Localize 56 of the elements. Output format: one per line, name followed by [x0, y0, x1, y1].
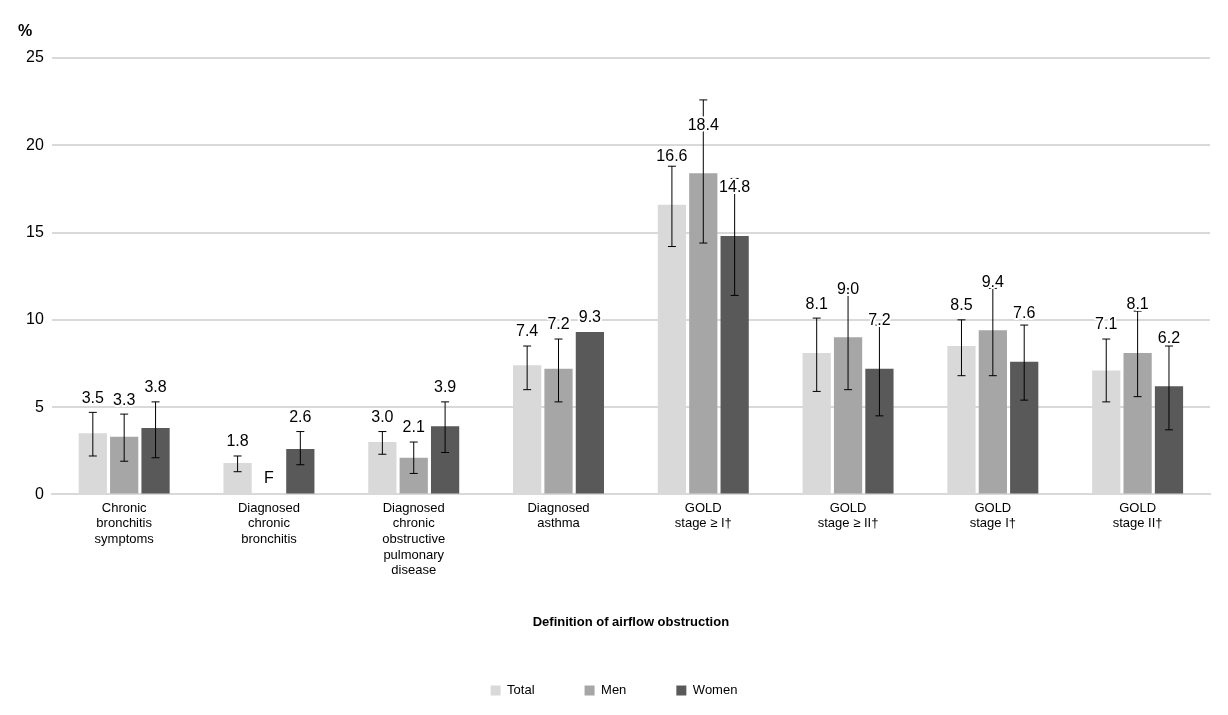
data-label: 16.6 [656, 147, 688, 165]
data-label: 7.4 [516, 322, 539, 340]
x-axis-title: Definition of airflow obstruction [532, 613, 730, 629]
x-tick-label: Diagnosed asthma [527, 499, 590, 531]
data-label: 7.2 [547, 315, 570, 333]
x-tick-label: Chronic bronchitis symptoms [94, 499, 155, 546]
data-label: 7.2 [868, 311, 891, 329]
data-label: 7.6 [1013, 304, 1036, 322]
bar [430, 426, 460, 494]
x-tick-label: Diagnosed chronic obstructive pulmonary disease [382, 499, 446, 578]
bar [399, 457, 428, 494]
y-tick-label: 10 [26, 310, 44, 328]
legend-label: Men [601, 682, 627, 698]
data-label: 9.3 [578, 308, 602, 326]
x-tick-label: GOLD stage ≥ I† [674, 499, 732, 531]
data-label: 6.2 [1157, 328, 1181, 346]
x-tick-label: Diagnosed chronic bronchitis [237, 499, 301, 546]
data-label: 8.1 [1126, 295, 1149, 313]
text: F [264, 468, 274, 486]
legend-label: Women [692, 682, 738, 698]
bar [689, 173, 718, 494]
bar [110, 436, 139, 494]
data-label: 7.1 [1095, 315, 1118, 333]
y-tick-label: 5 [34, 397, 44, 415]
y-axis-title: % [18, 22, 33, 40]
y-tick-label: 15 [26, 222, 44, 240]
x-tick-label: GOLD stage ≥ II† [817, 499, 879, 531]
data-label: 8.5 [950, 296, 973, 314]
bar [1154, 386, 1184, 494]
data-label: 3.5 [81, 388, 105, 406]
bar [1123, 353, 1152, 494]
bar [865, 368, 894, 494]
data-label: 8.1 [805, 295, 828, 313]
bar [575, 332, 604, 494]
bar [1010, 361, 1039, 494]
data-label: 9.4 [981, 272, 1005, 290]
data-label: 3.0 [371, 407, 394, 425]
bar [978, 330, 1007, 494]
bar [720, 236, 749, 494]
data-label: 9.0 [836, 279, 860, 297]
y-tick-label: 0 [34, 484, 44, 502]
data-label: 2.1 [402, 418, 425, 436]
y-tick-label: 20 [26, 135, 44, 153]
data-label: 2.6 [289, 407, 312, 425]
data-label: 3.9 [433, 378, 457, 396]
x-tick-label: GOLD stage I† [969, 499, 1016, 531]
bar [286, 449, 315, 494]
data-label: 3.8 [144, 378, 167, 396]
x-tick-label: GOLD stage II† [1112, 499, 1163, 531]
data-label: 3.3 [113, 390, 136, 408]
bar [141, 428, 170, 494]
legend-label: Total [507, 682, 535, 698]
data-label: 1.8 [226, 432, 249, 450]
bar [833, 337, 863, 494]
y-tick-label: 25 [26, 48, 44, 66]
bar [544, 368, 573, 494]
